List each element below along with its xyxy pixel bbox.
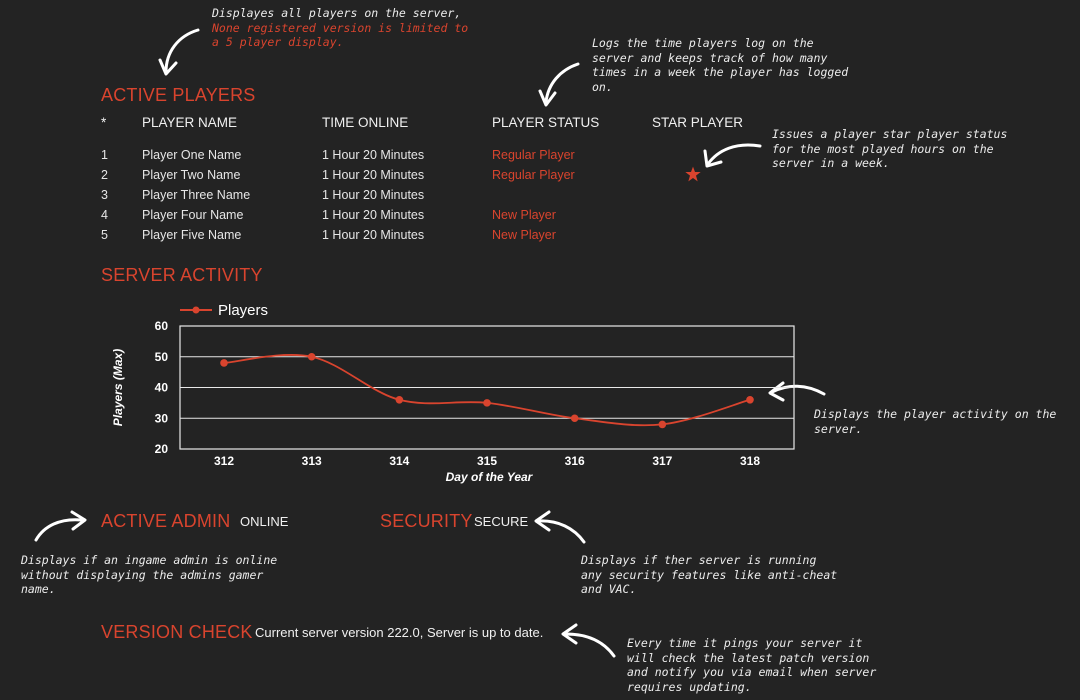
table-row[interactable]: 1 Player One Name 1 Hour 20 Minutes Regu… <box>0 148 700 168</box>
server-activity-heading: SERVER ACTIVITY <box>101 265 263 285</box>
column-header-player-status: PLAYER STATUS <box>492 115 600 130</box>
x-tick-label: 318 <box>740 454 760 468</box>
column-header-star-player: STAR PLAYER <box>652 115 744 130</box>
player-status: New Player <box>492 208 556 222</box>
column-header-time-online: TIME ONLINE <box>322 115 409 130</box>
data-point <box>307 352 316 361</box>
y-tick-label: 60 <box>155 319 169 333</box>
table-row[interactable]: 5 Player Five Name 1 Hour 20 Minutes New… <box>0 228 700 248</box>
player-number: 5 <box>101 228 108 242</box>
x-tick-label: 316 <box>565 454 585 468</box>
arrow-head-icon <box>70 510 87 531</box>
player-status: Regular Player <box>492 168 575 182</box>
arrow-head-icon <box>703 149 723 168</box>
arrow-head-icon <box>534 510 551 532</box>
y-tick-label: 20 <box>155 442 169 456</box>
player-time-online: 1 Hour 20 Minutes <box>322 148 425 162</box>
y-tick-label: 40 <box>155 381 169 395</box>
data-point <box>483 399 491 407</box>
player-number: 2 <box>101 168 108 182</box>
table-row[interactable]: 3 Player Three Name 1 Hour 20 Minutes <box>0 188 700 208</box>
y-axis-label: Players (Max) <box>111 349 125 426</box>
star-icon <box>685 166 701 182</box>
arrow-head-icon <box>768 381 785 402</box>
annotation-player-status: Logs the time players log on the server … <box>592 36 849 94</box>
data-point <box>395 396 404 404</box>
security-heading: SECURITY <box>380 511 473 531</box>
chart-legend: Players <box>180 302 268 319</box>
player-time-online: 1 Hour 20 Minutes <box>322 188 425 202</box>
player-status: New Player <box>492 228 556 242</box>
player-time-online: 1 Hour 20 Minutes <box>322 228 425 242</box>
data-point <box>746 396 754 404</box>
legend-label: Players <box>218 302 268 319</box>
data-point <box>570 414 579 423</box>
column-header-player-name: PLAYER NAME <box>142 115 238 130</box>
arrow-icon <box>564 632 616 658</box>
arrow-icon <box>706 143 762 166</box>
x-tick-label: 312 <box>214 454 234 468</box>
table-row[interactable]: 4 Player Four Name 1 Hour 20 Minutes New… <box>0 208 700 228</box>
data-point <box>658 420 667 429</box>
table-row[interactable]: 2 Player Two Name 1 Hour 20 Minutes Regu… <box>0 168 700 188</box>
x-tick-label: 313 <box>302 454 322 468</box>
arrow-icon <box>34 518 84 542</box>
x-tick-label: 317 <box>652 454 672 468</box>
arrow-icon <box>770 384 826 396</box>
version-check-heading: VERSION CHECK <box>101 622 253 642</box>
annotation-server-activity: Displays the player activity on the serv… <box>814 407 1057 436</box>
annotation-star-player: Issues a player star player status for t… <box>772 127 1008 170</box>
active-players-heading: ACTIVE PLAYERS <box>101 85 256 105</box>
player-time-online: 1 Hour 20 Minutes <box>322 208 425 222</box>
player-number: 1 <box>101 148 108 162</box>
version-check-status: Current server version 222.0, Server is … <box>255 625 544 640</box>
player-name: Player Three Name <box>142 188 251 202</box>
y-tick-label: 30 <box>155 411 169 425</box>
player-name: Player Four Name <box>142 208 244 222</box>
player-name: Player Five Name <box>142 228 242 242</box>
arrow-icon <box>544 62 580 104</box>
active-admin-status: ONLINE <box>240 514 289 529</box>
player-time-online: 1 Hour 20 Minutes <box>322 168 425 182</box>
annotation-version-check: Every time it pings your server it will … <box>627 636 877 694</box>
player-name: Player Two Name <box>142 168 241 182</box>
legend-marker <box>192 306 200 314</box>
series-line-players <box>223 354 751 427</box>
player-number: 4 <box>101 208 108 222</box>
data-point <box>220 359 228 367</box>
player-number: 3 <box>101 188 108 202</box>
arrow-icon <box>164 28 200 74</box>
player-table-body: 1 Player One Name 1 Hour 20 Minutes Regu… <box>0 148 700 248</box>
arrow-head-icon <box>538 89 557 107</box>
y-tick-label: 50 <box>155 350 169 364</box>
annotation-active-players: Displayes all players on the server, Non… <box>212 6 469 49</box>
x-tick-label: 315 <box>477 454 497 468</box>
security-status: SECURE <box>474 514 529 529</box>
annotation-active-admin: Displays if an ingame admin is online wi… <box>21 553 278 596</box>
player-name: Player One Name <box>142 148 242 162</box>
server-activity-chart: Players 20 30 40 50 60 312 313 314 315 316 317 318… <box>111 302 795 484</box>
arrow-head-icon <box>158 58 178 76</box>
arrow-head-icon <box>561 623 578 645</box>
player-status: Regular Player <box>492 148 575 162</box>
x-axis-label: Day of the Year <box>446 470 534 484</box>
column-header-number: * <box>101 115 107 130</box>
x-tick-label: 314 <box>389 454 409 468</box>
arrow-icon <box>536 519 586 544</box>
annotation-security: Displays if ther server is running any s… <box>581 553 838 596</box>
active-admin-heading: ACTIVE ADMIN <box>101 511 231 531</box>
